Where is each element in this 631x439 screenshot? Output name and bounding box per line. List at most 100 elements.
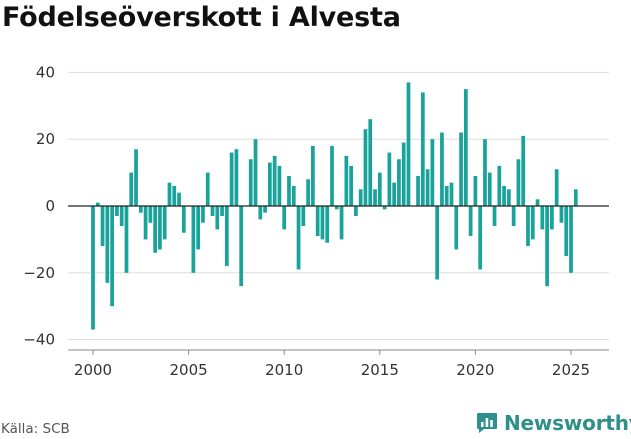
bar (263, 206, 267, 213)
bar (301, 206, 306, 227)
x-tick-label: 2005 (170, 361, 208, 379)
bar (181, 206, 186, 233)
x-tick-label: 2015 (361, 361, 399, 379)
bar-chart: −40 −20 0 20 40 2000 2005 2010 2015 2020 2025 (23, 63, 609, 379)
bar (507, 189, 511, 206)
bar (425, 169, 430, 206)
x-tick-label: 2000 (74, 361, 112, 379)
bar (416, 175, 420, 206)
bar (559, 206, 564, 223)
bar (435, 206, 440, 280)
bar (440, 132, 444, 206)
bar (239, 206, 244, 287)
bar (272, 155, 277, 206)
bar (258, 206, 263, 220)
bar (100, 206, 105, 247)
bar (196, 206, 201, 250)
bar (344, 155, 349, 206)
bar (91, 206, 95, 330)
y-tick-label: −20 (23, 264, 55, 282)
bar (382, 206, 387, 210)
bar (177, 192, 181, 206)
bar (220, 206, 224, 217)
bar (397, 159, 401, 206)
x-tick-label: 2020 (456, 361, 494, 379)
bar (483, 139, 487, 206)
bar (401, 142, 406, 206)
bar (550, 206, 554, 230)
bar (530, 206, 535, 240)
bar (167, 182, 172, 206)
bar (468, 206, 473, 237)
y-tick-label: 0 (45, 197, 55, 215)
bar (172, 185, 177, 206)
page-title: Födelseöverskott i Alvesta (2, 2, 401, 33)
bar (158, 206, 162, 250)
bar (449, 182, 454, 206)
bar (143, 206, 148, 240)
bar (492, 206, 497, 227)
y-tick-label: 20 (36, 130, 55, 148)
axis-layer: −40 −20 0 20 40 2000 2005 2010 2015 2020 2025 (23, 63, 609, 379)
bar (119, 206, 124, 227)
bar (377, 172, 382, 206)
bar-chart-logo-icon (477, 413, 497, 433)
bar (287, 175, 291, 206)
bar (358, 189, 363, 206)
bar (463, 89, 468, 206)
bar (253, 139, 258, 206)
bar (124, 206, 129, 273)
bar (291, 185, 296, 206)
bar (444, 185, 449, 206)
bar (526, 206, 530, 247)
bar (105, 206, 110, 283)
bar (387, 152, 392, 206)
bar (521, 135, 526, 206)
bar (497, 165, 502, 206)
bar (95, 202, 100, 206)
bar (487, 172, 492, 206)
bar (110, 206, 114, 307)
bar (330, 145, 334, 206)
bar (334, 206, 339, 210)
bar (282, 206, 287, 230)
bar (511, 206, 516, 227)
bar (354, 206, 358, 217)
bar (420, 92, 425, 206)
bar (311, 145, 315, 206)
bars-layer (91, 82, 578, 330)
bar (306, 179, 310, 206)
x-tick-label: 2025 (552, 361, 590, 379)
bar (248, 159, 253, 206)
brand-name: Newsworthy (504, 411, 631, 435)
y-tick-label: 40 (36, 63, 55, 81)
bar (478, 206, 483, 270)
bar (205, 172, 210, 206)
bar (224, 206, 229, 267)
x-tick-label: 2010 (265, 361, 303, 379)
bar (320, 206, 325, 240)
bar (134, 149, 138, 206)
bar (234, 149, 239, 206)
bar (554, 169, 559, 206)
bar (229, 152, 234, 206)
bar (191, 206, 196, 273)
brand-logo[interactable]: Newsworthy (476, 409, 631, 437)
bar (368, 119, 373, 206)
bar (502, 185, 506, 206)
bar (129, 172, 134, 206)
bar (454, 206, 459, 250)
bar (148, 206, 153, 223)
source-label: Källa: SCB (1, 421, 70, 437)
bar (153, 206, 158, 253)
bar (296, 206, 301, 270)
bar (268, 162, 272, 206)
bar (540, 206, 545, 230)
bar (215, 206, 220, 230)
bar (201, 206, 205, 223)
bar (573, 189, 578, 206)
bar (545, 206, 549, 287)
bar (406, 82, 411, 206)
bar (363, 129, 368, 206)
bar (535, 199, 540, 206)
